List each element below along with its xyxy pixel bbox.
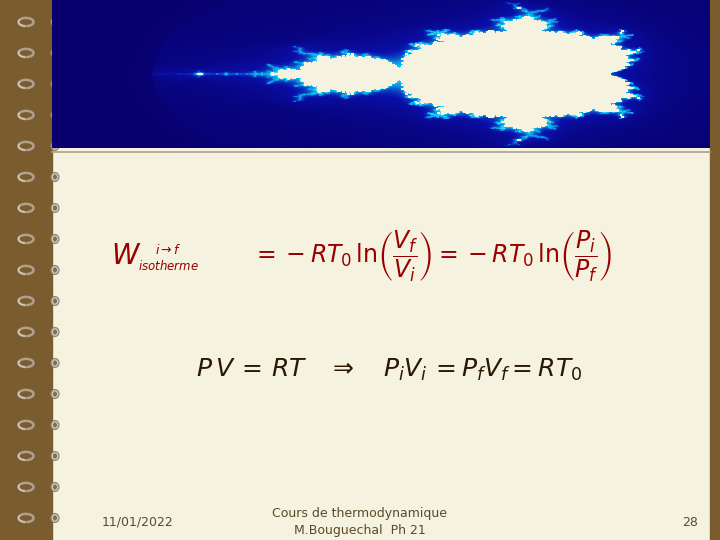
Ellipse shape [53,516,57,521]
Text: $i{\rightarrow}f$: $i{\rightarrow}f$ [155,244,181,258]
Ellipse shape [51,79,59,89]
Ellipse shape [51,111,59,119]
Ellipse shape [51,451,59,461]
Ellipse shape [51,359,59,368]
Text: $\mathit{isotherme}$: $\mathit{isotherme}$ [138,260,199,273]
Ellipse shape [53,144,57,149]
Text: $= -RT_0\,\ln\!\left(\dfrac{V_f}{V_i}\right) = -RT_0\,\ln\!\left(\dfrac{P_i}{P_f: $= -RT_0\,\ln\!\left(\dfrac{V_f}{V_i}\ri… [252,228,612,285]
Ellipse shape [51,421,59,429]
Ellipse shape [51,17,59,26]
Ellipse shape [53,206,57,211]
Ellipse shape [53,422,57,428]
Ellipse shape [51,141,59,151]
Ellipse shape [53,112,57,118]
Ellipse shape [53,174,57,179]
Text: 28: 28 [682,516,698,529]
Ellipse shape [53,51,57,56]
Ellipse shape [53,484,57,489]
Ellipse shape [51,172,59,181]
Ellipse shape [53,361,57,366]
Ellipse shape [53,329,57,334]
Ellipse shape [51,389,59,399]
Ellipse shape [51,266,59,274]
Text: 11/01/2022: 11/01/2022 [102,516,174,529]
Ellipse shape [53,19,57,24]
Ellipse shape [51,327,59,336]
Text: Cours de thermodynamique
M.Bouguechal  Ph 21: Cours de thermodynamique M.Bouguechal Ph… [272,507,448,537]
Ellipse shape [53,454,57,458]
Ellipse shape [51,234,59,244]
Text: $\mathbf{\mathit{W}}$: $\mathbf{\mathit{W}}$ [111,243,141,270]
Text: 3: 3 [657,65,702,127]
Ellipse shape [51,49,59,57]
Text: $\mathit{P\,V\,=\,RT} \quad \Rightarrow \quad \mathit{P_i V_i\,=P_f V_f = RT_0}$: $\mathit{P\,V\,=\,RT} \quad \Rightarrow … [196,357,582,383]
Ellipse shape [51,483,59,491]
Ellipse shape [53,267,57,273]
Ellipse shape [53,392,57,396]
Ellipse shape [53,237,57,241]
Ellipse shape [51,204,59,213]
Ellipse shape [51,514,59,523]
Ellipse shape [53,82,57,86]
Ellipse shape [53,299,57,303]
Bar [710,0,720,540]
Bar [0,0,52,540]
Ellipse shape [51,296,59,306]
